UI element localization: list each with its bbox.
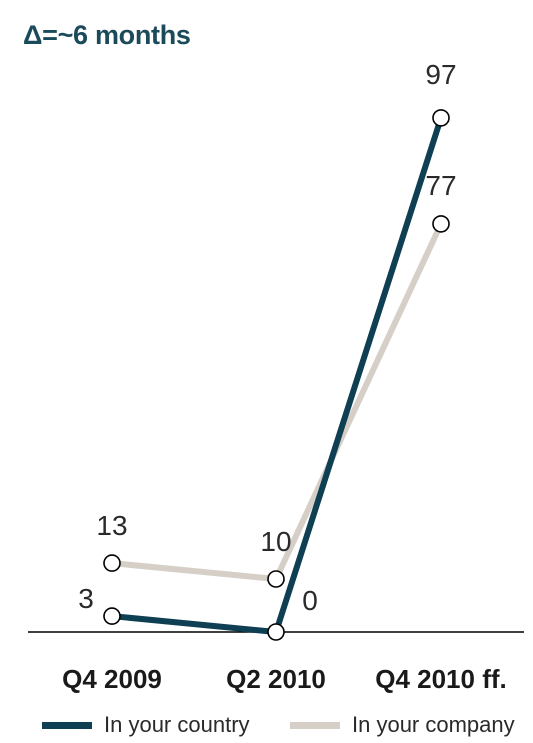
data-label-country: 3 xyxy=(78,583,94,614)
legend-label-country: In your country xyxy=(104,712,250,737)
chart-legend: In your country In your company xyxy=(0,712,533,742)
data-point-company xyxy=(432,215,450,233)
data-label-company: 77 xyxy=(425,170,456,201)
legend-item-company: In your company xyxy=(290,712,515,738)
data-label-country: 97 xyxy=(425,59,456,90)
x-tick-label: Q2 2010 xyxy=(226,664,326,694)
data-point-country xyxy=(103,607,121,625)
x-tick-label: Q4 2010 ff. xyxy=(375,664,507,694)
legend-swatch-company xyxy=(290,721,340,729)
chart-annotation: Δ=~6 months xyxy=(23,20,191,50)
data-point-country xyxy=(267,623,285,641)
legend-swatch-country xyxy=(42,721,92,729)
x-tick-label: Q4 2009 xyxy=(62,664,162,694)
legend-item-country: In your country xyxy=(42,712,250,738)
data-label-company: 13 xyxy=(96,510,127,541)
data-point-company xyxy=(267,570,285,588)
data-label-company: 10 xyxy=(260,526,291,557)
legend-label-company: In your company xyxy=(352,712,515,737)
data-point-company xyxy=(103,554,121,572)
data-point-country xyxy=(432,109,450,127)
data-label-country: 0 xyxy=(302,585,318,616)
